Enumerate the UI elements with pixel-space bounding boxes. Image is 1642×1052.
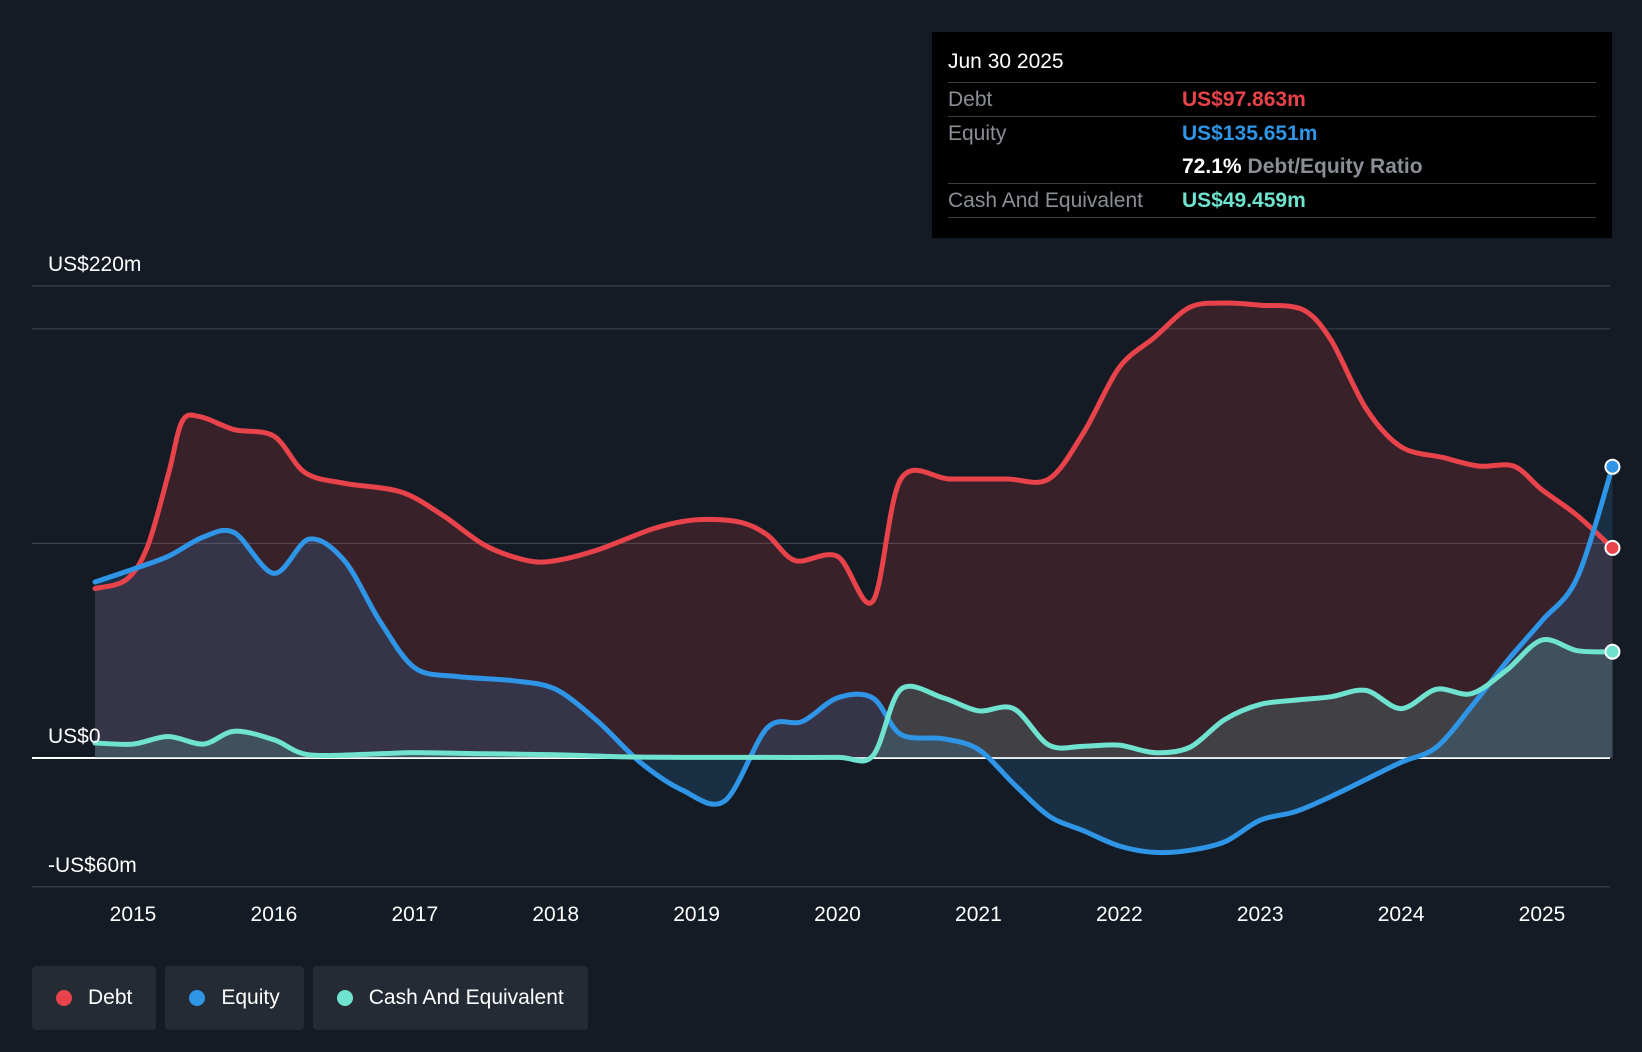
chart-legend: Debt Equity Cash And Equivalent [32, 966, 588, 1030]
tooltip-ratio-row: 72.1% Debt/Equity Ratio [948, 150, 1596, 183]
x-label-2021: 2021 [955, 903, 1002, 926]
x-label-2018: 2018 [532, 903, 579, 926]
legend-item-equity[interactable]: Equity [165, 966, 304, 1030]
x-label-2025: 2025 [1519, 903, 1566, 926]
tooltip-equity-value: US$135.651m [1182, 121, 1318, 145]
debt-dot-icon [56, 990, 72, 1006]
debt-line [92, 300, 1615, 606]
tooltip-date: Jun 30 2025 [948, 50, 1064, 73]
tooltip-cash-row: Cash And Equivalent US$49.459m [948, 183, 1596, 218]
tooltip-ratio-value: 72.1% [1182, 154, 1242, 178]
legend-label-cash: Cash And Equivalent [368, 986, 564, 1009]
legend-label-equity: Equity [221, 986, 280, 1009]
tooltip-debt-value: US$97.863m [1182, 87, 1306, 111]
cash-area [95, 639, 1613, 762]
x-axis-labels: 2015 2016 2017 2018 2019 2020 2021 2022 2023 2024… [110, 903, 1566, 926]
legend-label-debt: Debt [88, 986, 133, 1009]
equity-end-marker [1604, 458, 1621, 475]
series-lines [92, 300, 1615, 856]
legend-item-cash[interactable]: Cash And Equivalent [312, 966, 588, 1030]
debt-end-marker [1604, 539, 1621, 556]
y-label-0: US$0 [48, 725, 101, 748]
cash-dot-icon [336, 990, 353, 1006]
equity-area [95, 466, 1613, 853]
y-label-220: US$220m [48, 253, 141, 276]
y-label--60: -US$60m [48, 854, 137, 877]
x-label-2020: 2020 [814, 903, 861, 926]
tooltip-debt-row: Debt US$97.863m [948, 82, 1596, 116]
equity-dot-icon [189, 990, 206, 1006]
x-label-2019: 2019 [673, 903, 720, 926]
x-label-2016: 2016 [251, 903, 298, 926]
debt-area [95, 302, 1613, 758]
tooltip-ratio-label: Debt/Equity Ratio [1247, 154, 1423, 178]
legend-item-debt[interactable]: Debt [32, 966, 157, 1030]
tooltip-debt-label: Debt [948, 87, 993, 111]
tooltip-equity-row: Equity US$135.651m [948, 116, 1596, 150]
x-label-2023: 2023 [1237, 903, 1284, 926]
cash-end-marker [1604, 643, 1621, 660]
end-markers [1604, 458, 1621, 660]
tooltip-equity-label: Equity [948, 121, 1007, 145]
x-label-2024: 2024 [1378, 903, 1425, 926]
series-areas [95, 302, 1613, 853]
cash-line [92, 637, 1615, 764]
x-label-2017: 2017 [391, 903, 438, 926]
x-label-2022: 2022 [1096, 903, 1143, 926]
tooltip-cash-label: Cash And Equivalent [948, 188, 1143, 212]
y-axis-labels: US$220m US$0 -US$60m [48, 253, 141, 877]
x-label-2015: 2015 [110, 903, 157, 926]
data-tooltip: Jun 30 2025 Debt US$97.863m Equity US$13… [932, 32, 1612, 238]
tooltip-cash-value: US$49.459m [1182, 188, 1306, 212]
